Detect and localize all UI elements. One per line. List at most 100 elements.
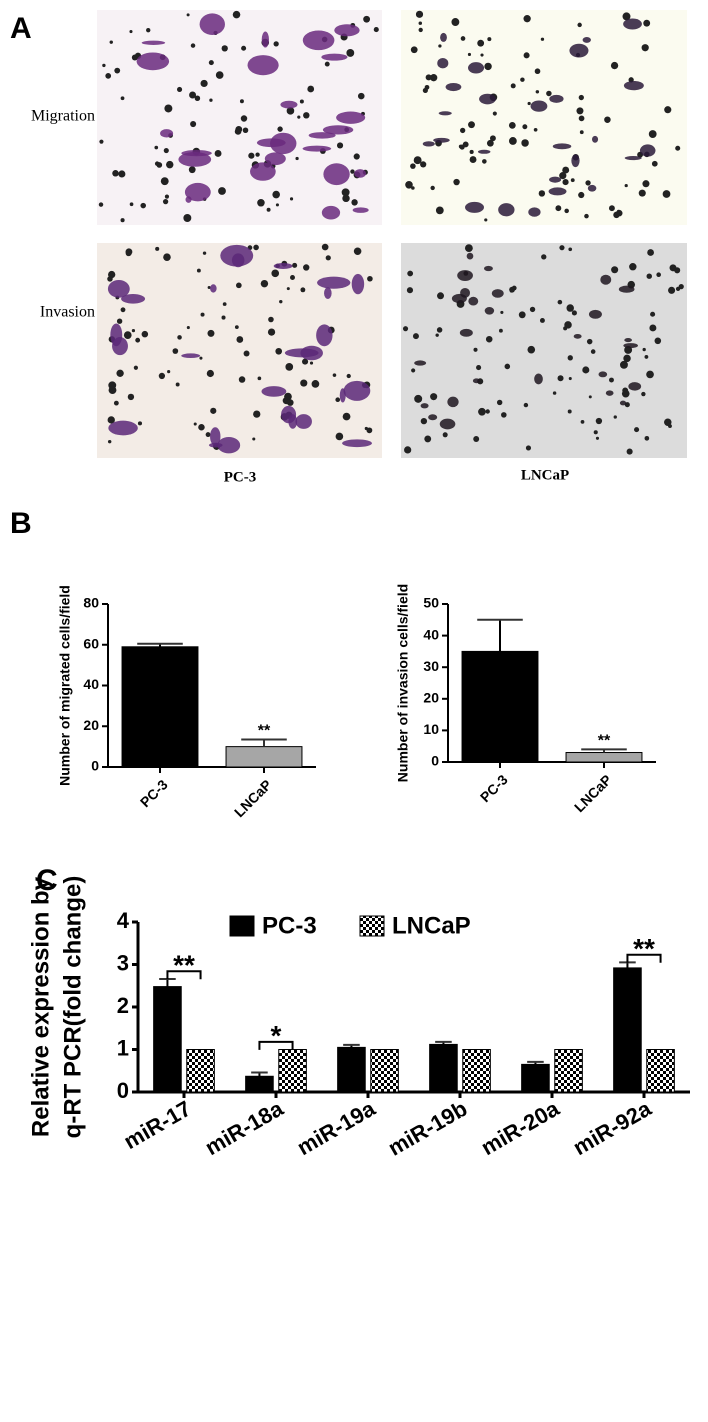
speck bbox=[413, 156, 422, 165]
y-tick-label: 10 bbox=[423, 721, 439, 737]
micrographs: Migration Invasion PC-3 LNCaP bbox=[31, 10, 687, 485]
speck bbox=[674, 267, 681, 274]
speck bbox=[647, 249, 654, 256]
speck bbox=[501, 412, 507, 418]
speck bbox=[613, 415, 617, 419]
y-tick-label: 4 bbox=[117, 908, 130, 933]
cell bbox=[250, 162, 276, 181]
speck bbox=[209, 98, 213, 102]
speck bbox=[116, 369, 124, 377]
speck bbox=[242, 127, 249, 134]
speck bbox=[668, 286, 676, 294]
speck bbox=[248, 152, 255, 159]
speck bbox=[190, 121, 197, 128]
cell bbox=[619, 400, 627, 406]
cell bbox=[256, 138, 286, 148]
cell bbox=[465, 201, 484, 213]
cell bbox=[108, 420, 138, 436]
cell bbox=[624, 155, 642, 161]
cell bbox=[459, 328, 473, 337]
speck bbox=[268, 316, 274, 323]
speck bbox=[207, 285, 211, 290]
speck bbox=[541, 254, 547, 260]
speck bbox=[477, 39, 485, 47]
bar bbox=[646, 1049, 675, 1093]
speck bbox=[255, 152, 260, 157]
speck bbox=[300, 379, 308, 387]
x-tick-label: miR-17 bbox=[119, 1096, 195, 1154]
speck bbox=[364, 426, 368, 431]
bar bbox=[153, 986, 182, 1093]
speck bbox=[648, 130, 657, 138]
speck bbox=[160, 177, 169, 186]
speck bbox=[123, 331, 132, 339]
speck bbox=[567, 409, 572, 414]
error-bar bbox=[241, 738, 287, 747]
speck bbox=[546, 90, 552, 97]
speck bbox=[303, 264, 310, 271]
cell bbox=[552, 143, 572, 150]
y-tick-label: 20 bbox=[83, 717, 99, 733]
speck bbox=[206, 369, 214, 378]
y-axis-label: Relative expression by bbox=[27, 876, 54, 1137]
speck bbox=[120, 218, 125, 223]
speck bbox=[621, 389, 630, 398]
speck bbox=[222, 302, 227, 306]
speck bbox=[243, 350, 250, 357]
speck bbox=[214, 150, 222, 157]
y-tick-label: 80 bbox=[83, 595, 99, 611]
speck bbox=[155, 246, 160, 251]
speck bbox=[232, 10, 241, 19]
cell bbox=[336, 111, 366, 124]
speck bbox=[154, 145, 159, 150]
speck bbox=[277, 126, 283, 132]
speck bbox=[133, 365, 138, 370]
speck bbox=[253, 244, 259, 251]
speck bbox=[467, 52, 472, 57]
speck bbox=[285, 363, 294, 371]
speck bbox=[325, 255, 331, 261]
speck bbox=[651, 160, 658, 167]
speck bbox=[236, 282, 242, 289]
speck bbox=[420, 161, 427, 168]
speck bbox=[595, 417, 603, 425]
speck bbox=[656, 272, 661, 278]
speck bbox=[292, 262, 298, 268]
speck bbox=[579, 130, 584, 135]
bar bbox=[186, 1049, 215, 1093]
cell bbox=[437, 58, 449, 69]
y-tick-label: 2 bbox=[117, 993, 129, 1018]
x-tick-label: miR-19a bbox=[293, 1095, 380, 1160]
speck bbox=[584, 213, 589, 219]
speck bbox=[353, 153, 360, 160]
cell bbox=[273, 263, 293, 270]
speck bbox=[341, 188, 350, 197]
speck bbox=[539, 318, 545, 323]
speck bbox=[518, 311, 526, 319]
cell bbox=[468, 62, 485, 74]
speck bbox=[109, 40, 113, 44]
error-bar bbox=[477, 618, 523, 652]
cell bbox=[160, 129, 174, 138]
speck bbox=[559, 245, 565, 251]
speck bbox=[275, 347, 283, 355]
speck bbox=[118, 170, 126, 178]
speck bbox=[649, 324, 657, 332]
speck bbox=[257, 376, 262, 381]
error-bar bbox=[137, 642, 183, 647]
speck bbox=[430, 74, 438, 82]
speck bbox=[177, 335, 182, 340]
cell bbox=[181, 353, 201, 359]
speck bbox=[534, 68, 541, 75]
speck bbox=[279, 299, 283, 304]
y-tick-label: 1 bbox=[117, 1035, 129, 1060]
speck bbox=[620, 360, 628, 369]
speck bbox=[125, 250, 132, 257]
speck bbox=[238, 376, 246, 383]
cell bbox=[184, 182, 211, 202]
legend-label: LNCaP bbox=[392, 912, 471, 939]
speck bbox=[576, 107, 584, 115]
speck bbox=[562, 178, 569, 186]
cell bbox=[343, 380, 371, 401]
